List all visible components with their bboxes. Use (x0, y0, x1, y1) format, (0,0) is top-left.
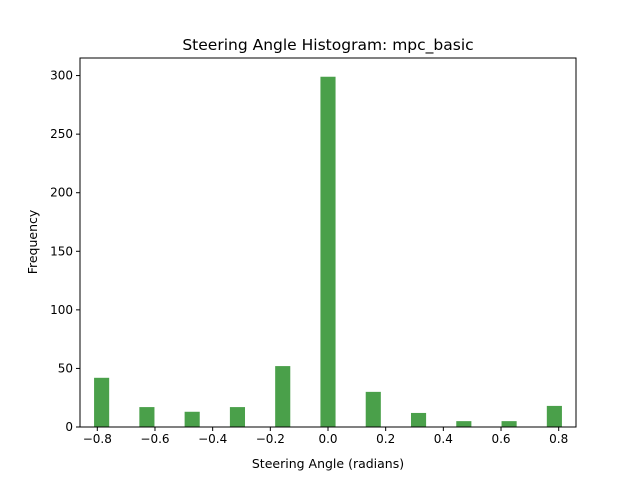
histogram-bar-7 (410, 412, 427, 427)
x-tick-label: −0.6 (140, 432, 169, 446)
x-tick-label: −0.4 (198, 432, 227, 446)
y-tick-label: 150 (50, 244, 73, 258)
histogram-bar-6 (365, 391, 381, 427)
bars-group (94, 76, 562, 428)
x-axis-label: Steering Angle (radians) (252, 456, 404, 471)
y-tick-label: 200 (50, 186, 73, 200)
plot-area (79, 57, 577, 428)
histogram-bar-9 (501, 421, 517, 427)
histogram-bar-2 (184, 411, 200, 427)
chart-title: Steering Angle Histogram: mpc_basic (182, 36, 473, 55)
x-axis-ticks: −0.8 −0.6 −0.4 −0.2 0.0 0.2 0.4 0.6 0.8 (83, 427, 568, 446)
y-tick-label: 300 (50, 69, 73, 83)
x-tick-label: 0.8 (549, 432, 568, 446)
y-tick-label: 250 (50, 127, 73, 141)
histogram-bar-4 (275, 366, 291, 427)
histogram-bar-1 (139, 407, 155, 427)
y-axis-ticks: 0 50 100 150 200 250 300 (50, 69, 80, 434)
y-tick-label: 0 (65, 420, 73, 434)
x-tick-label: 0.6 (491, 432, 510, 446)
x-tick-label: −0.8 (83, 432, 112, 446)
y-axis-label: Frequency (25, 209, 40, 274)
histogram-bar-0 (94, 377, 110, 427)
x-tick-label: 0.0 (318, 432, 337, 446)
y-tick-label: 100 (50, 303, 73, 317)
histogram-bar-10 (546, 405, 562, 427)
y-tick-label: 50 (58, 361, 73, 375)
x-tick-label: −0.2 (256, 432, 285, 446)
x-tick-label: 0.2 (376, 432, 395, 446)
x-tick-label: 0.4 (434, 432, 453, 446)
histogram-bar-8 (456, 421, 472, 427)
histogram-bar-3 (229, 407, 246, 427)
histogram-bar-5 (320, 76, 336, 428)
